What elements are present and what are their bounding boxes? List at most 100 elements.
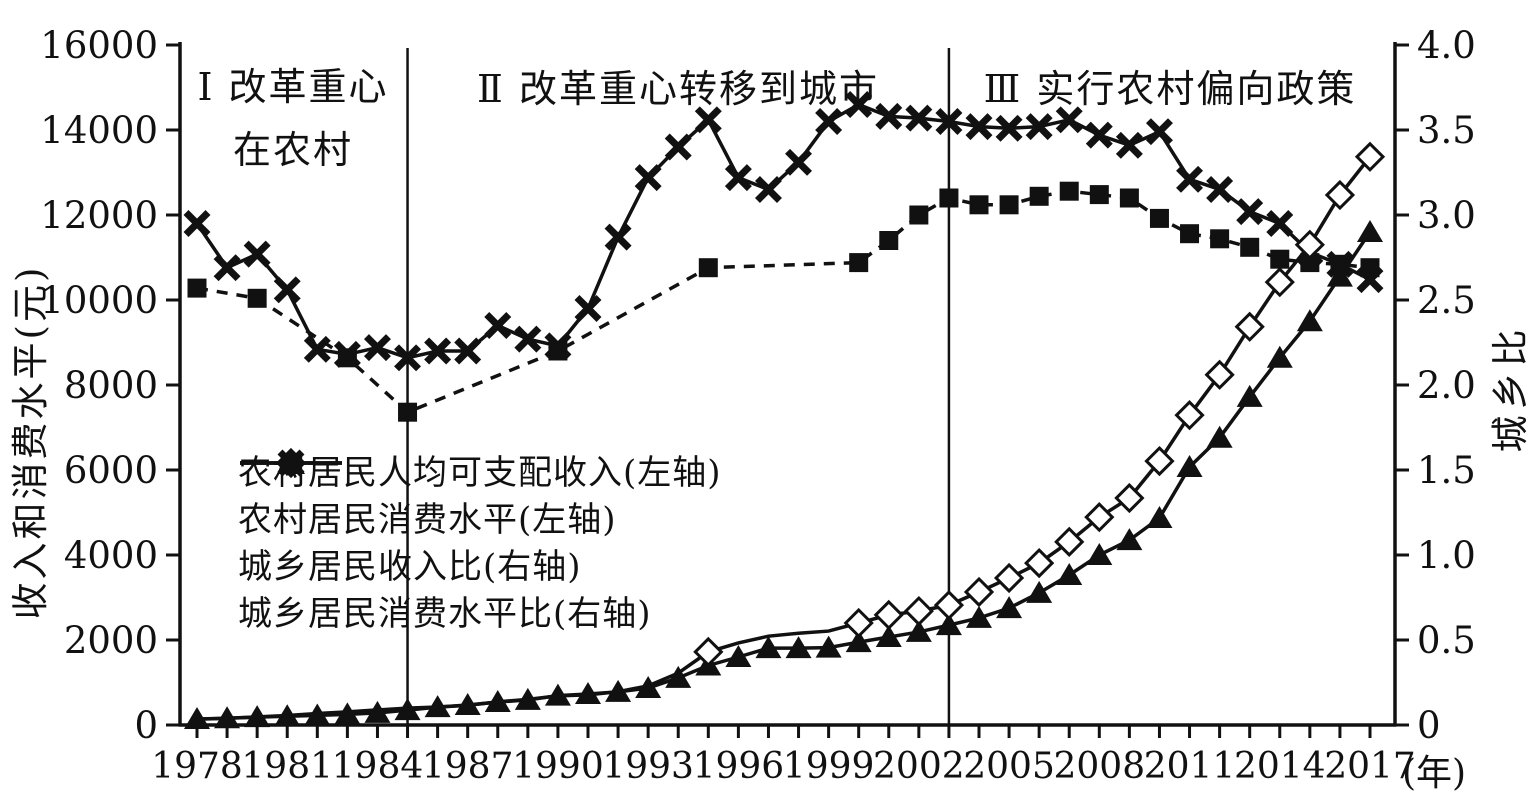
period-annotation-3: Ⅲ 实行农村偏向政策	[983, 67, 1357, 111]
triangle-marker	[725, 645, 752, 667]
square-marker	[187, 278, 207, 298]
left-axis-tick-label: 10000	[40, 279, 158, 322]
diamond-marker	[1264, 267, 1295, 298]
legend-label: 城乡居民收入比(右轴)	[238, 547, 582, 587]
diamond-marker	[1324, 179, 1356, 211]
square-marker	[1119, 188, 1139, 208]
square-marker	[398, 402, 418, 422]
x-axis-tick-label: 1981	[241, 746, 333, 787]
triangle-marker	[1146, 506, 1173, 529]
x-marker	[1115, 131, 1143, 159]
triangle-marker	[1086, 543, 1113, 565]
x-axis-tick-label: 1978	[151, 746, 243, 787]
triangle-marker	[935, 613, 962, 636]
x-marker	[845, 91, 873, 118]
triangle-marker	[1116, 528, 1143, 551]
triangle-marker	[996, 596, 1023, 619]
triangle-marker	[575, 681, 601, 704]
x-marker	[394, 344, 422, 372]
x-marker	[213, 254, 241, 282]
square-marker	[849, 253, 869, 273]
period-annotation-1: Ⅰ 改革重心 在农村	[197, 56, 388, 174]
left-axis-tick-label: 0	[134, 704, 158, 747]
x-marker	[273, 276, 301, 304]
left-axis-tick-label: 12000	[40, 194, 158, 237]
x-axis-unit: (年)	[1402, 753, 1467, 794]
triangle-marker	[966, 605, 992, 628]
x-axis-tick-label: 1984	[332, 746, 424, 787]
x-marker	[1085, 121, 1113, 149]
square-marker	[698, 258, 718, 278]
diamond-marker	[873, 599, 904, 631]
right-axis-tick-label: 2.0	[1417, 364, 1476, 407]
x-marker	[574, 295, 602, 322]
diamond-marker	[843, 607, 874, 639]
x-marker	[905, 104, 933, 132]
x-marker	[724, 164, 752, 192]
triangle-marker	[905, 619, 932, 642]
legend-item-rural-consumption: 农村居民消费水平(左轴)	[238, 450, 722, 540]
legend-label: 农村居民人均可支配收入(左轴)	[238, 453, 722, 493]
square-marker	[247, 288, 267, 308]
x-marker	[544, 332, 572, 360]
x-marker	[754, 176, 782, 203]
x-marker	[1055, 106, 1083, 134]
right-axis-tick-label: 1.5	[1417, 449, 1476, 492]
x-marker	[1206, 176, 1234, 203]
diamond-marker	[1204, 359, 1235, 390]
x-marker	[935, 108, 963, 135]
x-marker	[604, 223, 632, 251]
left-axis-tick-label: 16000	[40, 24, 158, 67]
triangle-marker	[755, 636, 782, 659]
right-axis-tick-label: 0	[1417, 704, 1441, 747]
left-axis-tick-label: 2000	[64, 619, 158, 662]
right-axis-title: 城乡比	[1489, 323, 1532, 453]
x-marker	[424, 337, 452, 365]
period-annotation-2: Ⅱ 改革重心转移到城市	[477, 67, 879, 111]
left-axis-title: 收入和消费水平(元)	[9, 264, 52, 620]
x-marker	[995, 114, 1023, 142]
x-marker-icon	[240, 449, 342, 477]
triangle-marker	[785, 636, 812, 659]
triangle-marker	[364, 700, 391, 723]
x-marker	[1266, 210, 1294, 237]
x-marker	[303, 335, 331, 363]
left-axis-tick-label: 14000	[40, 109, 158, 152]
legend-item-income-ratio: 城乡居民收入比(右轴)	[238, 453, 722, 587]
right-axis-tick-label: 3.5	[1417, 109, 1476, 152]
series-line-x	[195, 102, 1371, 360]
x-axis-tick-label: 2002	[873, 746, 965, 787]
square-marker	[999, 195, 1019, 215]
x-axis-tick-label: 1999	[783, 746, 875, 787]
x-axis-tick-label: 2014	[1234, 746, 1326, 787]
period-1-label-line1: Ⅰ 改革重心	[197, 65, 389, 109]
diamond-marker	[933, 590, 965, 621]
x-marker	[454, 337, 482, 365]
x-axis-tick-label: 2011	[1144, 746, 1236, 787]
legend-item-consumption-ratio: 城乡居民消费水平比(右轴)	[238, 449, 722, 634]
series-line-triangle	[196, 231, 1372, 721]
legend: 农村居民人均可支配收入(左轴) 农村居民消费水平(左轴) 城乡居民收入比(右轴)…	[238, 446, 722, 634]
x-marker	[875, 102, 903, 130]
x-marker	[243, 240, 271, 268]
diamond-marker	[903, 595, 934, 627]
right-axis-tick-label: 3.0	[1417, 194, 1476, 237]
square-marker	[1149, 208, 1169, 228]
square-marker	[1059, 181, 1079, 201]
diamond-marker	[1114, 482, 1145, 514]
x-marker	[785, 148, 813, 176]
x-marker	[183, 210, 211, 237]
x-marker	[1176, 165, 1204, 193]
diamond-marker	[1054, 526, 1085, 557]
x-marker	[1025, 113, 1053, 141]
diamond-marker	[1234, 311, 1265, 342]
x-marker	[634, 164, 662, 192]
square-marker	[879, 231, 899, 250]
triangle-marker	[875, 625, 902, 648]
square-marker	[1089, 185, 1109, 205]
square-marker	[909, 205, 929, 225]
diamond-marker	[693, 636, 724, 668]
square-marker	[939, 188, 959, 208]
right-axis-tick-label: 0.5	[1417, 619, 1476, 662]
